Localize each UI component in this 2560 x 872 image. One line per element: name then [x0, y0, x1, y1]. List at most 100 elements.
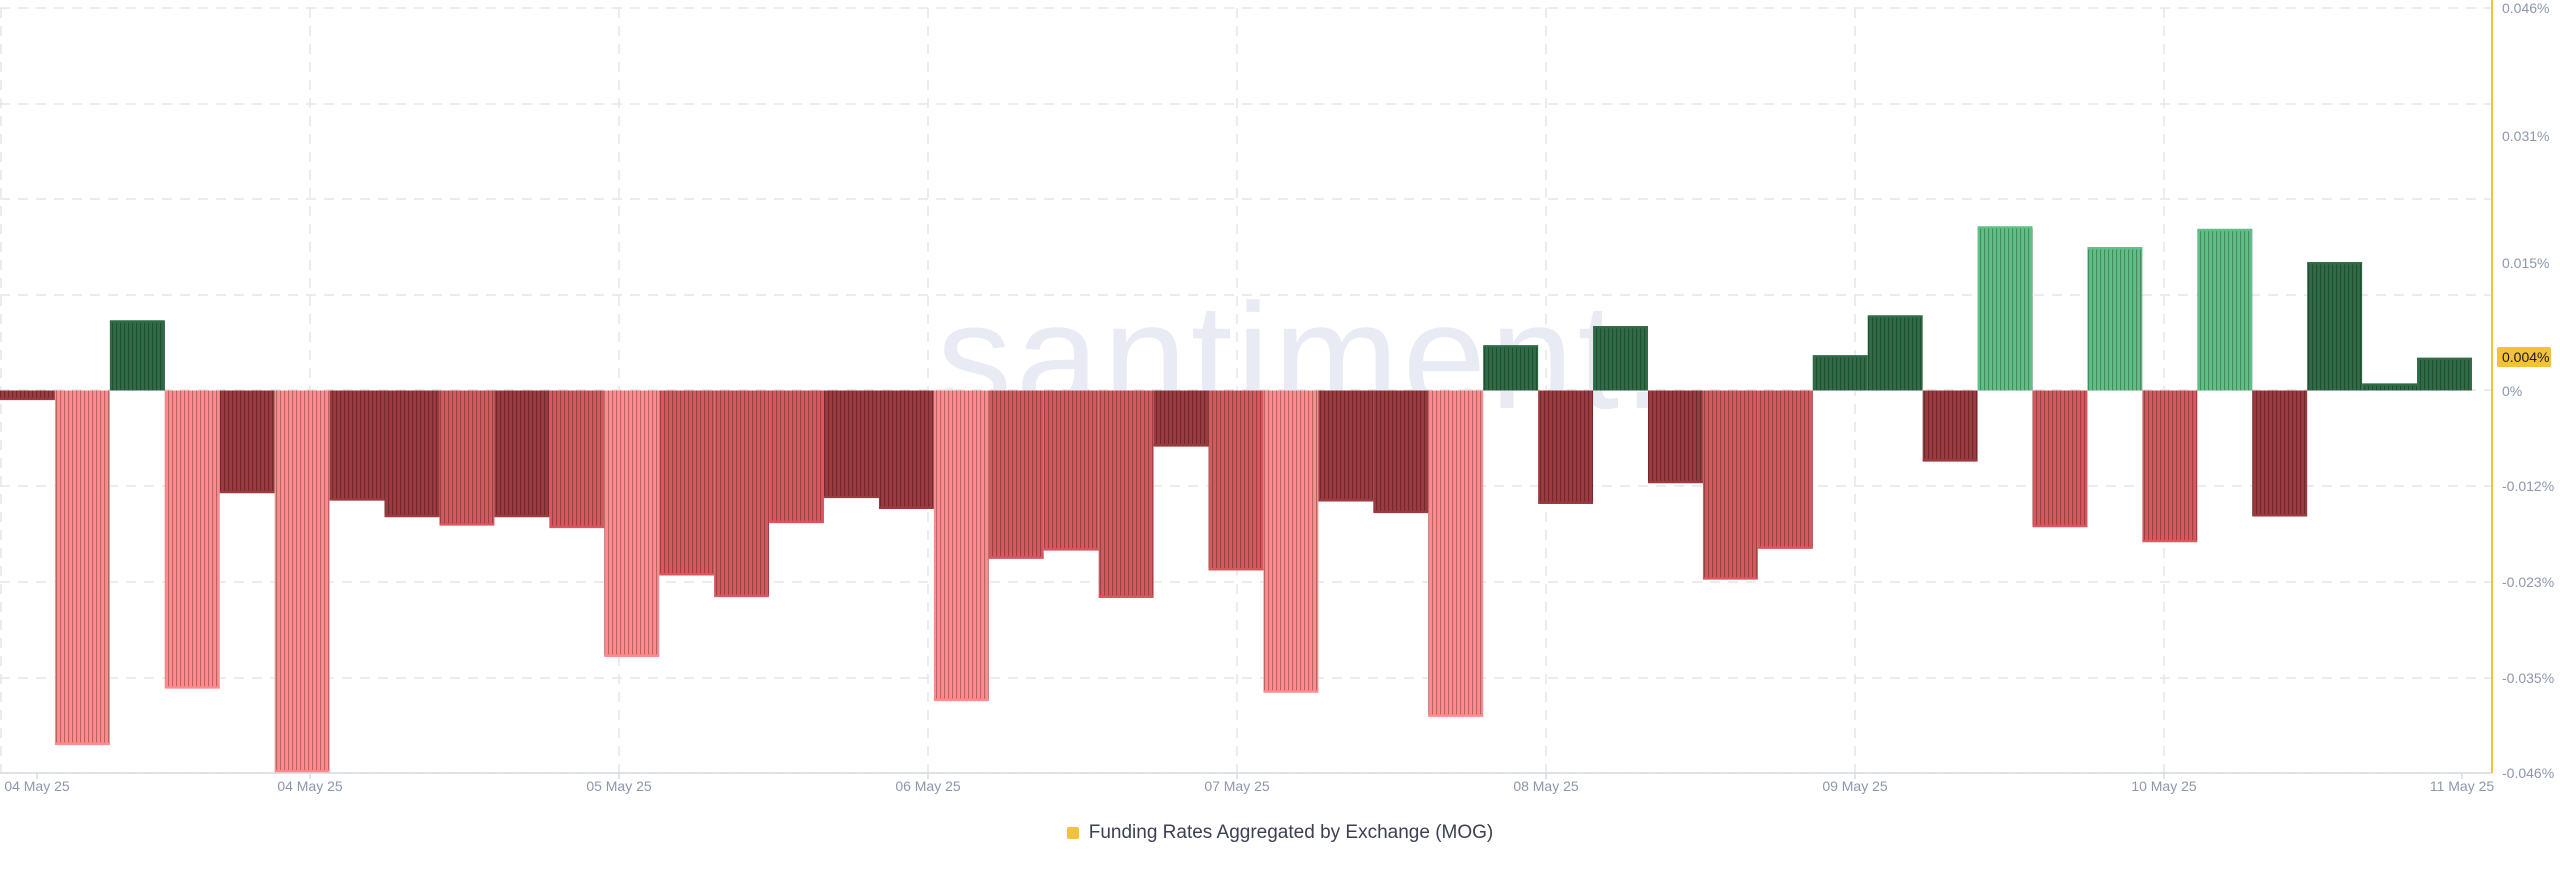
- bar[interactable]: [494, 390, 550, 518]
- bar-stripes: [824, 390, 879, 497]
- bar[interactable]: [933, 390, 989, 702]
- bar[interactable]: [2252, 390, 2308, 517]
- bar[interactable]: [1208, 390, 1264, 571]
- current-value-label: 0.004%: [2502, 349, 2549, 365]
- bar-stripes: [1538, 390, 1594, 503]
- x-tick-label: 08 May 25: [1513, 778, 1579, 794]
- bar-stripes: [878, 390, 934, 508]
- bar-stripes: [1153, 390, 1209, 446]
- y-tick-label: -0.046%: [2502, 765, 2554, 781]
- y-tick-label: 0%: [2502, 383, 2522, 399]
- bar[interactable]: [2142, 390, 2198, 543]
- bar[interactable]: [2197, 228, 2253, 391]
- bar-stripes: [1098, 390, 1154, 597]
- bar[interactable]: [2032, 390, 2088, 528]
- bar[interactable]: [1043, 390, 1099, 551]
- bar-stripes: [1428, 390, 1484, 716]
- bar[interactable]: [0, 390, 55, 401]
- bar[interactable]: [1153, 390, 1209, 447]
- bar-stripes: [219, 390, 275, 492]
- bar-stripes: [659, 390, 715, 575]
- bar[interactable]: [1757, 390, 1813, 549]
- y-tick-label: 0.015%: [2502, 255, 2549, 271]
- legend-swatch: [1066, 827, 1079, 839]
- bar[interactable]: [714, 390, 770, 598]
- x-axis: 04 May 25 04 May 25 05 May 25 06 May 25 07 M…: [0, 772, 2494, 794]
- bar[interactable]: [549, 390, 605, 529]
- bar[interactable]: [1977, 226, 2033, 391]
- bar-stripes: [54, 390, 110, 744]
- bar-stripes: [1922, 390, 1978, 461]
- bar[interactable]: [1702, 390, 1758, 580]
- bar[interactable]: [1263, 390, 1319, 693]
- bar[interactable]: [2087, 247, 2143, 391]
- bar[interactable]: [164, 390, 220, 689]
- bar[interactable]: [1593, 326, 1648, 391]
- bar[interactable]: [878, 390, 934, 509]
- bar-stripes: [1647, 390, 1703, 482]
- y-tick-label: -0.012%: [2502, 478, 2554, 494]
- current-value-badge-bg: [2497, 347, 2551, 367]
- bar-stripes: [988, 390, 1044, 558]
- bar-stripes: [2087, 248, 2143, 391]
- bar[interactable]: [1867, 315, 1923, 391]
- bar[interactable]: [329, 390, 385, 501]
- y-axis: 0.046% 0.031% 0.015% 0% -0.012% -0.023% -0.035…: [2491, 0, 2554, 781]
- bar[interactable]: [988, 390, 1044, 559]
- bar-stripes: [1702, 390, 1758, 579]
- bar[interactable]: [219, 390, 275, 494]
- bar[interactable]: [769, 390, 824, 524]
- bar[interactable]: [2417, 357, 2472, 391]
- bars[interactable]: [0, 226, 2472, 773]
- x-tick-label: 04 May 25: [277, 778, 343, 794]
- bar-stripes: [2307, 263, 2363, 391]
- bar-stripes: [1263, 390, 1319, 692]
- bar-stripes: [1593, 327, 1648, 391]
- bar-stripes: [109, 321, 165, 391]
- bar[interactable]: [1483, 345, 1539, 391]
- bar-stripes: [1208, 390, 1264, 570]
- bar[interactable]: [54, 390, 110, 746]
- bar-stripes: [549, 390, 605, 527]
- bar-stripes: [494, 390, 550, 517]
- chart-legend[interactable]: Funding Rates Aggregated by Exchange (MO…: [0, 818, 2560, 848]
- bar[interactable]: [824, 390, 879, 499]
- bar[interactable]: [2307, 262, 2363, 391]
- bar-stripes: [2252, 390, 2308, 516]
- bar[interactable]: [1373, 390, 1429, 514]
- y-tick-label: 0.046%: [2502, 0, 2549, 16]
- current-value-badge: 0.004%: [2497, 347, 2551, 367]
- bar-stripes: [1318, 390, 1374, 501]
- bar-stripes: [439, 390, 495, 525]
- bar[interactable]: [439, 390, 495, 526]
- y-tick-label: -0.023%: [2502, 574, 2554, 590]
- bar[interactable]: [659, 390, 715, 576]
- bar[interactable]: [604, 390, 660, 658]
- bar-stripes: [274, 390, 330, 772]
- bar[interactable]: [384, 390, 440, 518]
- bar[interactable]: [1812, 355, 1868, 391]
- y-tick-label: -0.035%: [2502, 670, 2554, 686]
- bar[interactable]: [2362, 383, 2418, 391]
- bar-stripes: [933, 390, 989, 700]
- bar[interactable]: [1922, 390, 1978, 462]
- bar-stripes: [1867, 316, 1923, 391]
- bar-stripes: [329, 390, 385, 500]
- bar[interactable]: [274, 390, 330, 773]
- x-tick-label: 04 May 25: [4, 778, 70, 794]
- bar[interactable]: [1098, 390, 1154, 598]
- bar[interactable]: [1538, 390, 1594, 505]
- bar-stripes: [0, 390, 55, 399]
- bar[interactable]: [1647, 390, 1703, 484]
- bar-stripes: [384, 390, 440, 517]
- bar-stripes: [1483, 346, 1539, 391]
- bar-stripes: [2032, 390, 2088, 527]
- bar[interactable]: [1428, 390, 1484, 717]
- bar[interactable]: [109, 320, 165, 391]
- bar[interactable]: [1318, 390, 1374, 502]
- y-tick-label: 0.031%: [2502, 128, 2549, 144]
- bar-stripes: [1757, 390, 1813, 548]
- bar-stripes: [769, 390, 824, 522]
